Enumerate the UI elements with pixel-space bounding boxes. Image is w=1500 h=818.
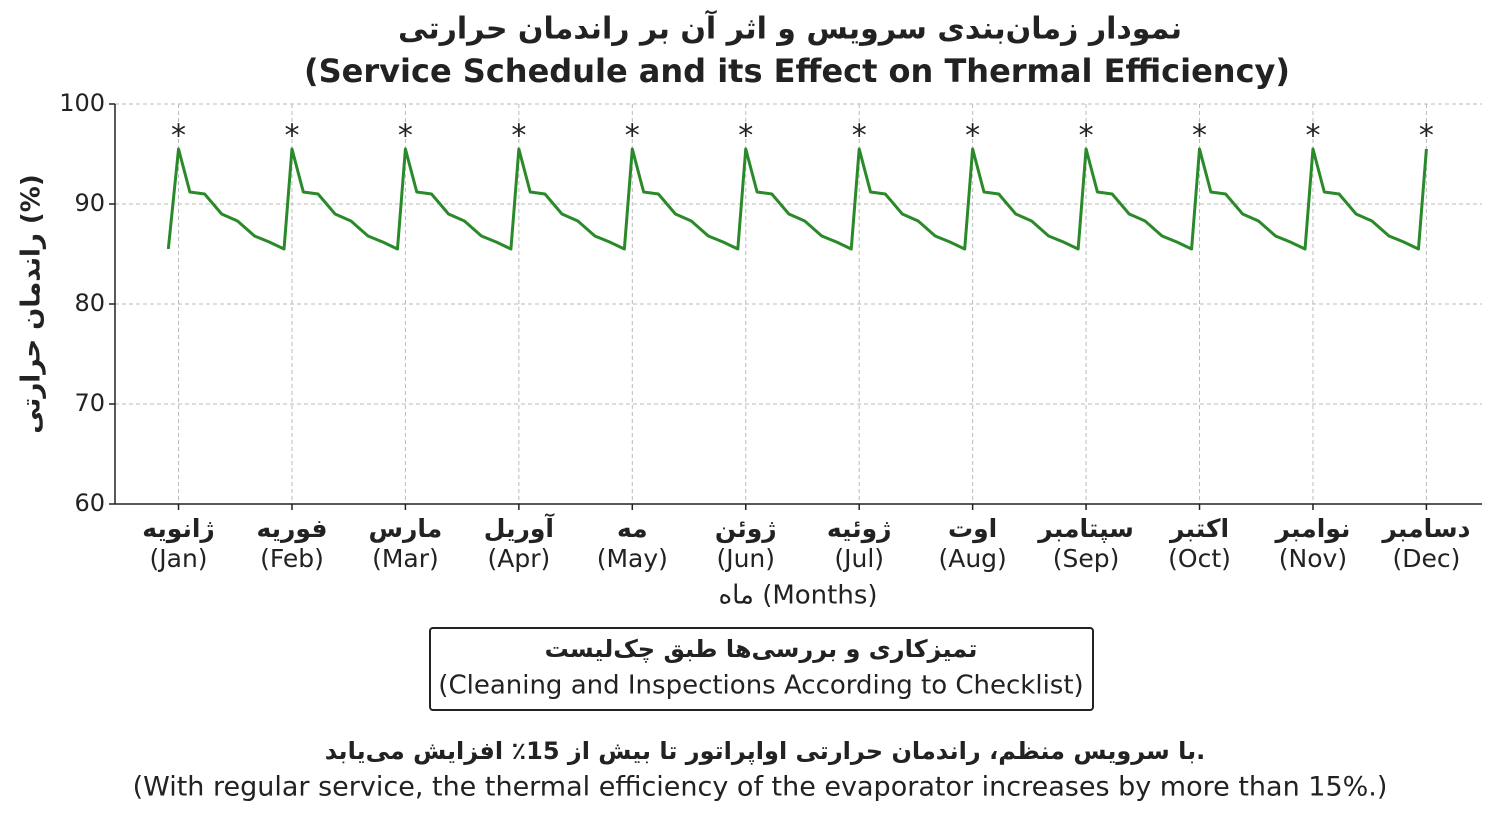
x-tick-label: (Jan) bbox=[150, 544, 208, 573]
service-marker: * bbox=[1079, 119, 1094, 154]
x-tick-label: آوریل bbox=[484, 513, 556, 544]
x-tick-label: (Dec) bbox=[1392, 544, 1460, 573]
service-marker: * bbox=[1419, 119, 1434, 154]
x-tick-label: (Feb) bbox=[260, 544, 324, 573]
service-marker: * bbox=[284, 119, 299, 154]
chart-title: نمودار زمان‌بندی سرویس و اثر آن بر راندم… bbox=[398, 10, 1182, 47]
y-tick-label: 100 bbox=[59, 89, 105, 117]
x-tick-label: (Apr) bbox=[487, 544, 550, 573]
service-marker: * bbox=[1305, 119, 1320, 154]
x-tick-label: اوت bbox=[948, 514, 997, 544]
y-tick-label: 60 bbox=[74, 489, 105, 517]
y-axis-label: راندمان حرارتی (%) bbox=[17, 174, 47, 434]
x-tick-label: مارس bbox=[369, 514, 443, 543]
x-tick-label: سپتامبر bbox=[1036, 514, 1134, 544]
x-tick-label: ژانویه bbox=[142, 514, 215, 544]
x-tick-label: نوامبر bbox=[1274, 514, 1351, 544]
note-box bbox=[429, 627, 1094, 711]
x-tick-label: (Oct) bbox=[1168, 544, 1231, 573]
x-tick-label: دسامبر bbox=[1380, 514, 1470, 544]
x-tick-label: ژوئیه bbox=[827, 514, 892, 544]
y-tick-label: 90 bbox=[74, 189, 105, 217]
line-series bbox=[166, 147, 1428, 251]
x-tick-label: ژوئن bbox=[715, 514, 777, 544]
box-text: (Cleaning and Inspections According to C… bbox=[438, 671, 1083, 701]
x-tick-label: (Aug) bbox=[938, 544, 1006, 573]
x-tick-label: (Jul) bbox=[834, 544, 884, 573]
service-marker: * bbox=[1192, 119, 1207, 154]
x-tick-label: (May) bbox=[597, 544, 668, 573]
service-marker: * bbox=[852, 119, 867, 154]
x-tick-label: مه bbox=[617, 514, 648, 543]
x-tick-label: (Jun) bbox=[716, 544, 775, 573]
footnote: با سرویس منظم، راندمان حرارتی اواپراتور … bbox=[325, 737, 1206, 765]
x-tick-label: اکتبر bbox=[1168, 514, 1229, 544]
x-tick-label: (Nov) bbox=[1279, 544, 1347, 573]
x-tick-label: (Mar) bbox=[372, 544, 439, 573]
chart-subtitle: (Service Schedule and its Effect on Ther… bbox=[304, 52, 1290, 90]
service-marker: * bbox=[171, 119, 186, 154]
service-marker: * bbox=[965, 119, 980, 154]
box-text: تمیزکاری و بررسی‌ها طبق چک‌لیست bbox=[545, 635, 978, 663]
service-marker: * bbox=[511, 119, 526, 154]
y-tick-label: 70 bbox=[74, 389, 105, 417]
service-marker: * bbox=[625, 119, 640, 154]
footnote: (With regular service, the thermal effic… bbox=[133, 772, 1388, 803]
service-marker: * bbox=[398, 119, 413, 154]
x-tick-label: (Sep) bbox=[1053, 544, 1120, 573]
service-marker: * bbox=[738, 119, 753, 154]
x-tick-label: فوریه bbox=[256, 514, 327, 544]
y-tick-label: 80 bbox=[74, 289, 105, 317]
x-axis-label: ماه (Months) bbox=[718, 581, 877, 611]
